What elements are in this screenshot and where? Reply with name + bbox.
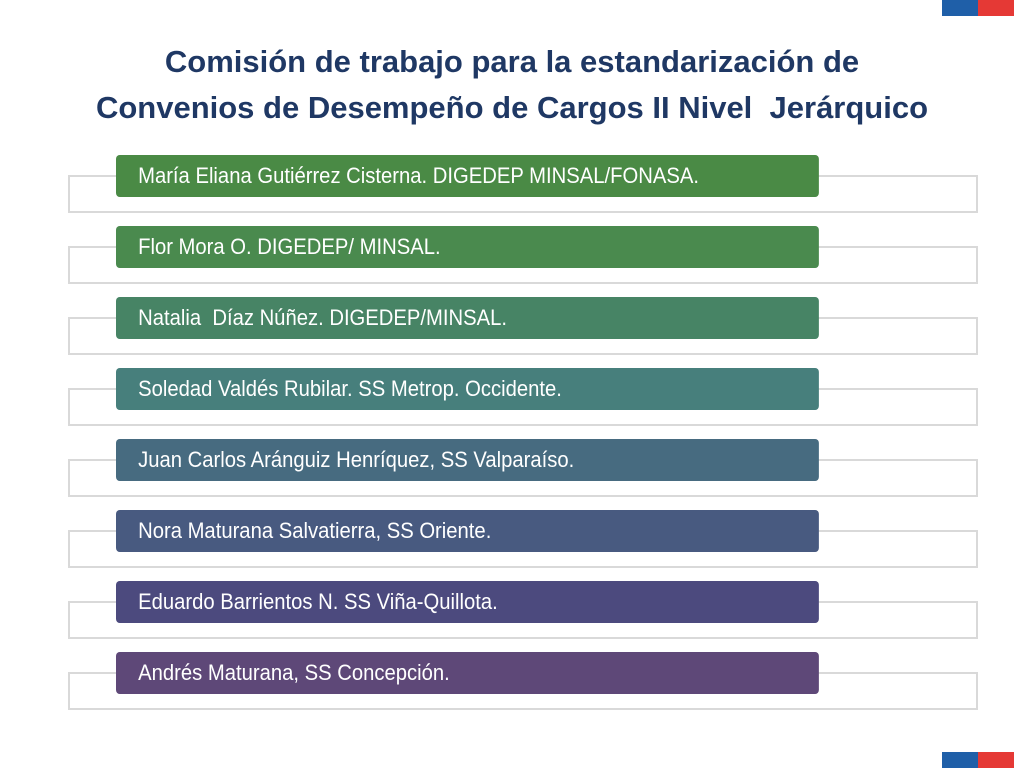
- member-bar: Natalia Díaz Núñez. DIGEDEP/MINSAL.: [116, 297, 819, 339]
- title: Convenios de Desempeño de Cargos II Nive…: [95, 90, 929, 125]
- member-bar: María Eliana Gutiérrez Cisterna. DIGEDEP…: [116, 155, 819, 197]
- member-bar: Juan Carlos Aránguiz Henríquez, SS Valpa…: [116, 439, 819, 481]
- flag: [942, 752, 1014, 768]
- title: Comisión de trabajo para la estandarizac…: [164, 44, 860, 79]
- member-bar: Nora Maturana Salvatierra, SS Oriente.: [116, 510, 819, 552]
- member-bar: Soledad Valdés Rubilar. SS Metrop. Occid…: [116, 368, 819, 410]
- member-bar: Eduardo Barrientos N. SS Viña-Quillota.: [116, 581, 819, 623]
- member-bar: Andrés Maturana, SS Concepción.: [116, 652, 819, 694]
- member-bar: Flor Mora O. DIGEDEP/ MINSAL.: [116, 226, 819, 268]
- flag: [942, 0, 1014, 16]
